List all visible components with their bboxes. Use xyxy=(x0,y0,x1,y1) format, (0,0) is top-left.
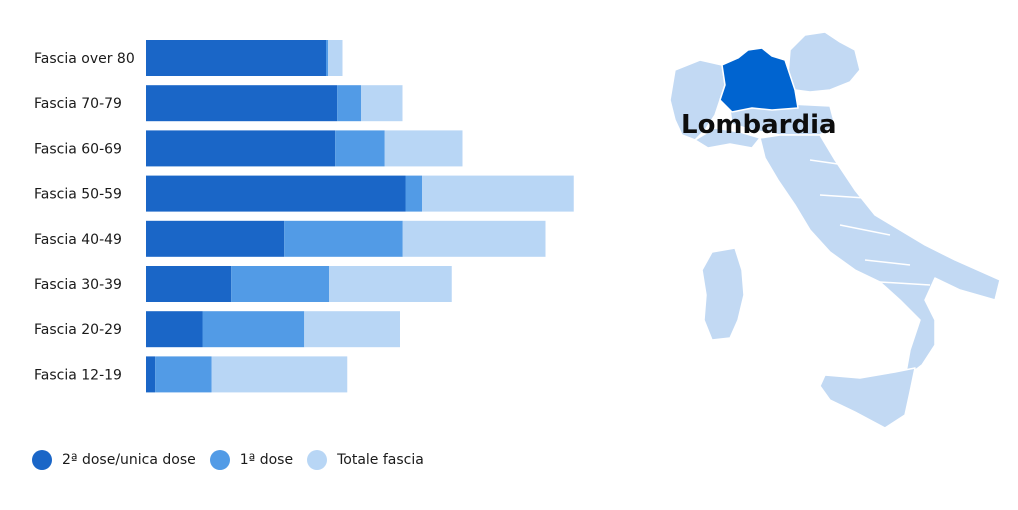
bar-segment-first-dose[interactable] xyxy=(326,40,328,76)
region-lombardia[interactable] xyxy=(719,47,799,113)
region-sicilia[interactable] xyxy=(819,367,916,429)
legend-swatch-second-dose xyxy=(32,450,52,470)
region-northeast[interactable] xyxy=(787,31,861,93)
legend-item-second-dose[interactable]: 2ª dose/unica dose xyxy=(32,450,196,470)
legend-item-first-dose[interactable]: 1ª dose xyxy=(209,450,294,470)
category-label: Fascia 12-19 xyxy=(34,367,122,383)
category-label: Fascia 70-79 xyxy=(34,96,122,112)
bar-segment-first-dose[interactable] xyxy=(405,175,423,212)
bar-segment-second-dose[interactable] xyxy=(146,220,285,257)
bar-segment-first-dose[interactable] xyxy=(202,311,305,348)
category-label: Fascia 60-69 xyxy=(34,141,122,157)
bar-segment-total[interactable] xyxy=(361,85,403,122)
bar-segment-second-dose[interactable] xyxy=(146,266,232,302)
bar-segment-second-dose[interactable] xyxy=(146,40,326,76)
bar-segment-total[interactable] xyxy=(211,356,348,393)
bar-segment-second-dose[interactable] xyxy=(146,311,203,348)
bar-segment-total[interactable] xyxy=(304,311,400,348)
category-label: Fascia 50-59 xyxy=(34,187,122,203)
italy-map xyxy=(669,31,1001,429)
bar-segment-second-dose[interactable] xyxy=(146,130,336,167)
bar-segment-total[interactable] xyxy=(328,40,343,76)
region-central-south[interactable] xyxy=(759,134,1001,379)
region-label: Lombardia xyxy=(681,110,837,140)
bar-segment-first-dose[interactable] xyxy=(335,130,385,167)
bar-segment-total[interactable] xyxy=(384,130,463,167)
legend-label-total: Totale fascia xyxy=(337,452,424,468)
legend-item-total[interactable]: Totale fascia xyxy=(307,450,424,470)
bar-segment-second-dose[interactable] xyxy=(146,356,156,393)
category-label: Fascia over 80 xyxy=(34,51,135,67)
legend-label-first-dose: 1ª dose xyxy=(239,452,294,468)
bar-segment-second-dose[interactable] xyxy=(146,175,406,212)
category-label: Fascia 30-39 xyxy=(34,277,122,293)
bar-segment-first-dose[interactable] xyxy=(155,356,212,393)
category-label: Fascia 40-49 xyxy=(34,232,122,248)
bar-segment-first-dose[interactable] xyxy=(231,266,329,302)
legend-swatch-first-dose xyxy=(209,450,230,470)
legend-swatch-total xyxy=(307,450,328,470)
bar-segment-second-dose[interactable] xyxy=(146,85,338,122)
bar-segment-total[interactable] xyxy=(329,266,452,302)
region-northwest[interactable] xyxy=(669,59,726,141)
category-label: Fascia 20-29 xyxy=(34,322,122,338)
region-liguria[interactable] xyxy=(694,127,761,149)
legend-label-second-dose: 2ª dose/unica dose xyxy=(62,452,196,468)
bar-segment-total[interactable] xyxy=(402,220,546,257)
bar-chart: Fascia over 80 Fascia 70-79 Fascia 60-69 Fa… xyxy=(34,40,574,393)
region-sardegna[interactable] xyxy=(701,247,745,341)
bar-segment-first-dose[interactable] xyxy=(337,85,361,122)
bar-segment-total[interactable] xyxy=(422,175,574,212)
bar-segment-first-dose[interactable] xyxy=(284,220,403,257)
legend: 2ª dose/unica dose 1ª dose Totale fascia xyxy=(32,450,424,470)
